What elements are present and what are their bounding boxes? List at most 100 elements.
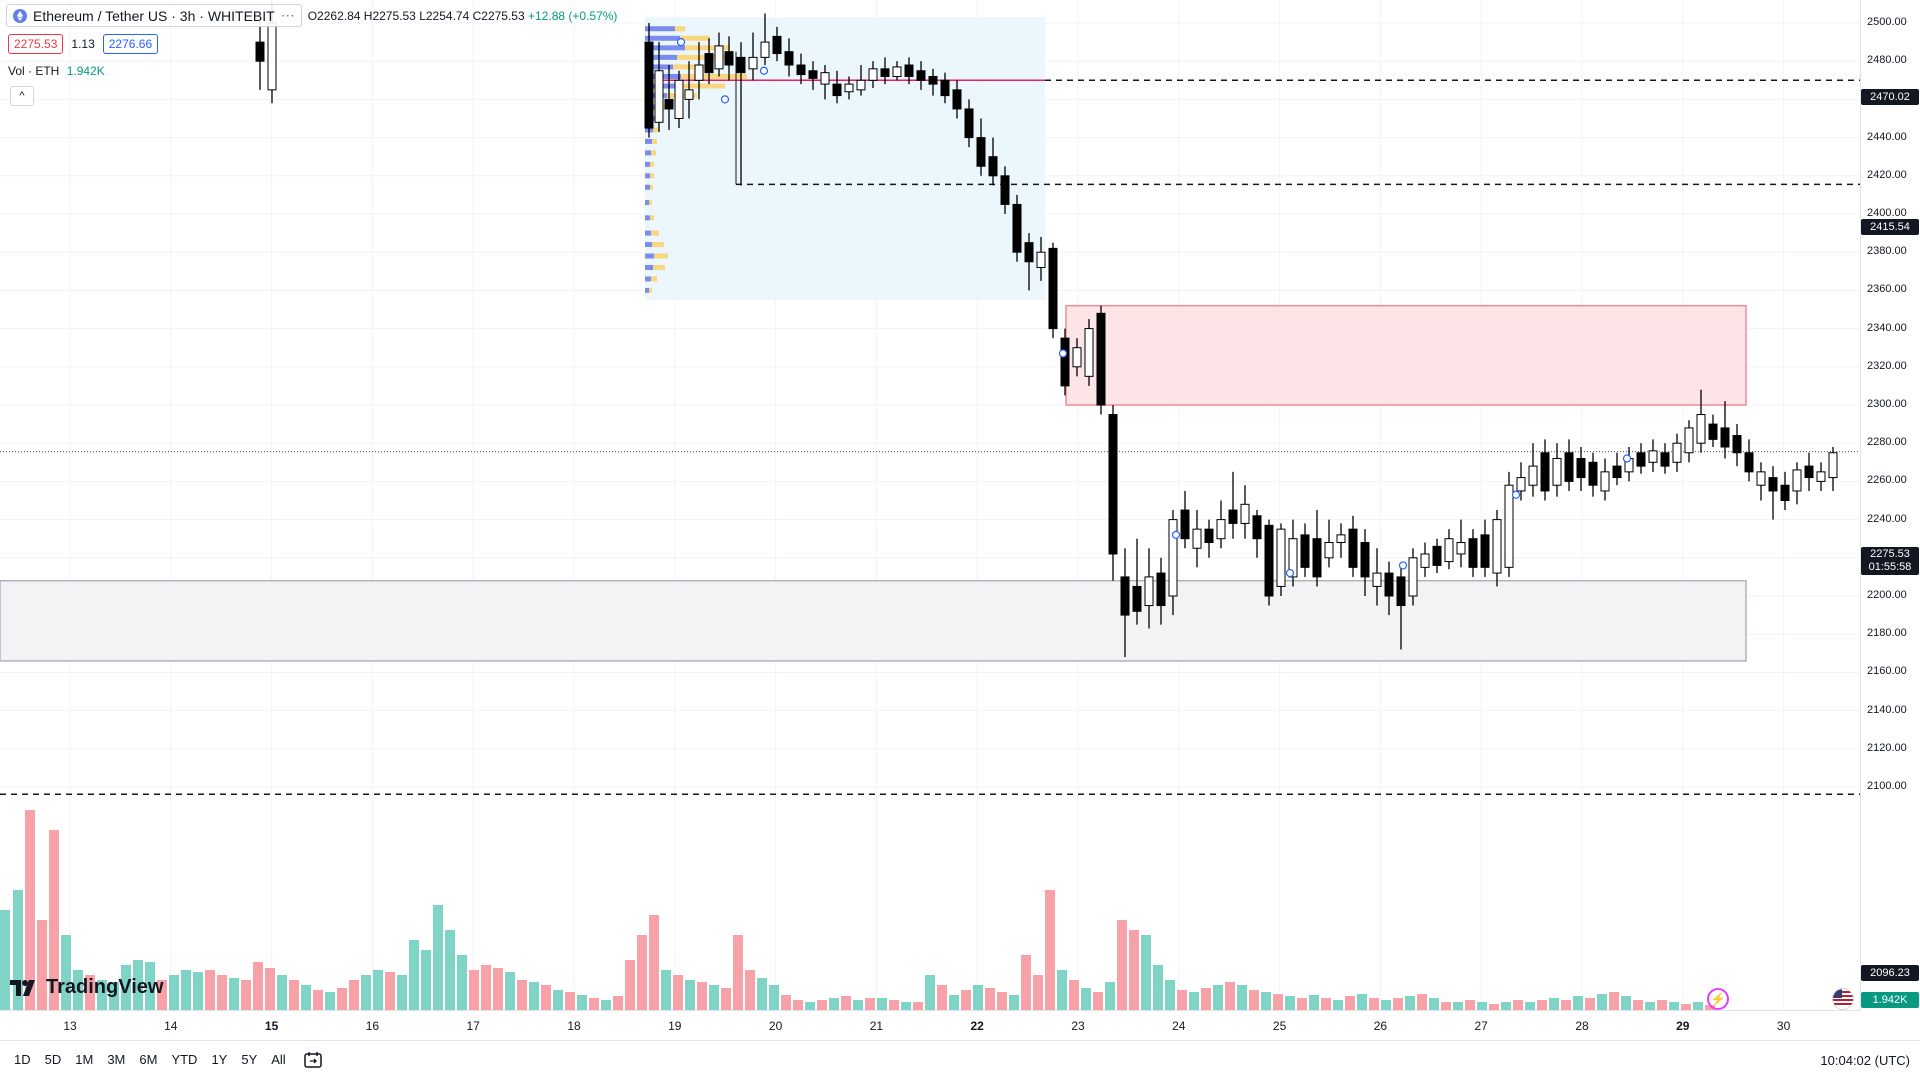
candle-body <box>1792 469 1802 492</box>
event-marker <box>1058 349 1068 358</box>
range-button-5y[interactable]: 5Y <box>241 1052 258 1067</box>
volume-profile-bar <box>645 150 651 156</box>
level-label-2470: 2470.02 <box>1861 89 1919 105</box>
candle-body <box>1156 572 1166 607</box>
price-chart[interactable] <box>0 0 1860 1010</box>
volume-bar <box>1453 1002 1463 1010</box>
volume-profile-bar <box>645 45 685 51</box>
go-to-date-icon[interactable] <box>304 1051 324 1069</box>
volume-bar <box>1561 1000 1571 1010</box>
volume-bar <box>1057 970 1067 1010</box>
price-axis[interactable]: 2500.002480.002460.002440.002420.002400.… <box>1860 0 1920 1010</box>
volume-bar <box>1705 1005 1715 1010</box>
symbol-title-box[interactable]: Ethereum / Tether US · 3h · WHITEBIT ⋯ <box>6 4 302 27</box>
volume-bar <box>289 980 299 1010</box>
candle-body <box>1108 414 1118 555</box>
candle-body <box>988 156 998 177</box>
candle-body <box>1360 542 1370 578</box>
candle-body <box>1660 452 1670 467</box>
volume-bar <box>865 998 875 1010</box>
chart-area[interactable] <box>0 0 1860 1010</box>
time-label: 21 <box>869 1019 884 1033</box>
time-label: 26 <box>1373 1019 1388 1033</box>
volume-bar <box>361 975 371 1010</box>
candle-body <box>1420 553 1430 568</box>
event-marker <box>1511 490 1521 499</box>
candle-body <box>1804 465 1814 479</box>
candle-body <box>844 83 854 93</box>
event-marker <box>1171 530 1181 539</box>
volume-bar <box>961 990 971 1010</box>
volume-profile-bar <box>645 35 680 41</box>
candle-body <box>736 56 746 74</box>
volume-bar <box>13 890 23 1010</box>
volume-axis-label: 1.942K <box>1861 992 1919 1008</box>
volume-bar <box>553 990 563 1010</box>
bolt-icon[interactable]: ⚡ <box>1707 988 1729 1010</box>
volume-bar <box>613 996 623 1010</box>
volume-profile-bar <box>681 73 747 79</box>
volume-bar <box>1261 992 1271 1010</box>
volume-profile-bar <box>685 45 730 51</box>
volume-bar <box>205 970 215 1010</box>
volume-bar <box>1069 980 1079 1010</box>
candle-body <box>1336 534 1346 544</box>
volume-bar <box>1585 998 1595 1010</box>
time-label: 23 <box>1071 1019 1085 1033</box>
range-button-1m[interactable]: 1M <box>75 1052 94 1067</box>
event-marker <box>1398 561 1408 570</box>
range-button-3m[interactable]: 3M <box>107 1052 126 1067</box>
volume-profile-bar <box>651 276 657 282</box>
buy-price-button[interactable]: 2276.66 <box>102 34 159 54</box>
range-button-all[interactable]: All <box>271 1052 286 1067</box>
volume-bar <box>733 935 743 1010</box>
range-button-5d[interactable]: 5D <box>44 1052 62 1067</box>
tradingview-logo[interactable]: TradingView <box>10 976 163 999</box>
candle-body <box>1504 484 1514 568</box>
range-button-1d[interactable]: 1D <box>14 1052 31 1067</box>
range-button-ytd[interactable]: YTD <box>171 1052 198 1067</box>
volume-bar <box>121 965 131 1010</box>
utc-clock[interactable]: 10:04:02 (UTC) <box>1820 1053 1910 1068</box>
candle-body <box>808 70 818 79</box>
candle-body <box>880 68 890 77</box>
volume-bar <box>1213 985 1223 1010</box>
sell-price-button[interactable]: 2275.53 <box>8 34 64 54</box>
volume-bar <box>1237 985 1247 1010</box>
volume-bar <box>589 998 599 1010</box>
volume-bar <box>1405 996 1415 1010</box>
candle-body <box>1708 423 1718 440</box>
candle-body <box>868 68 878 81</box>
candle-body <box>1024 242 1034 263</box>
volume-bar <box>973 985 983 1010</box>
volume-bar <box>685 980 695 1010</box>
candle-body <box>1348 528 1358 568</box>
open-value: 2262.84 <box>317 8 361 23</box>
volume-bar <box>1501 1002 1511 1010</box>
candle-body <box>1516 477 1526 492</box>
volume-bar <box>1117 920 1127 1010</box>
candle-body <box>1480 534 1490 568</box>
volume-bar <box>745 970 755 1010</box>
collapse-legend-button[interactable]: ^ <box>10 86 34 106</box>
volume-bar <box>481 965 491 1010</box>
time-label: 13 <box>63 1019 77 1033</box>
ethereum-icon <box>13 8 27 23</box>
range-button-6m[interactable]: 6M <box>139 1052 158 1067</box>
volume-bar <box>913 1002 923 1010</box>
candle-body <box>1372 572 1382 587</box>
symbol-legend: Ethereum / Tether US · 3h · WHITEBIT ⋯ O… <box>6 4 617 27</box>
volume-bar <box>517 980 527 1010</box>
more-icon[interactable]: ⋯ <box>280 7 295 23</box>
candle-body <box>1288 538 1298 578</box>
candle-body <box>796 64 806 76</box>
candle-body <box>654 70 664 123</box>
price-tick: 2240.00 <box>1867 512 1907 525</box>
us-flag-icon[interactable] <box>1832 988 1854 1010</box>
volume-profile-bar <box>675 83 725 89</box>
range-button-1y[interactable]: 1Y <box>211 1052 228 1067</box>
time-axis[interactable]: 13 14 15 16 17 18 19 20 21 22 23 24 25 26 27 28 29 30 <box>0 1010 1860 1041</box>
volume-bar <box>1081 988 1091 1010</box>
time-label: 22 <box>970 1019 984 1033</box>
volume-bar <box>421 950 431 1010</box>
